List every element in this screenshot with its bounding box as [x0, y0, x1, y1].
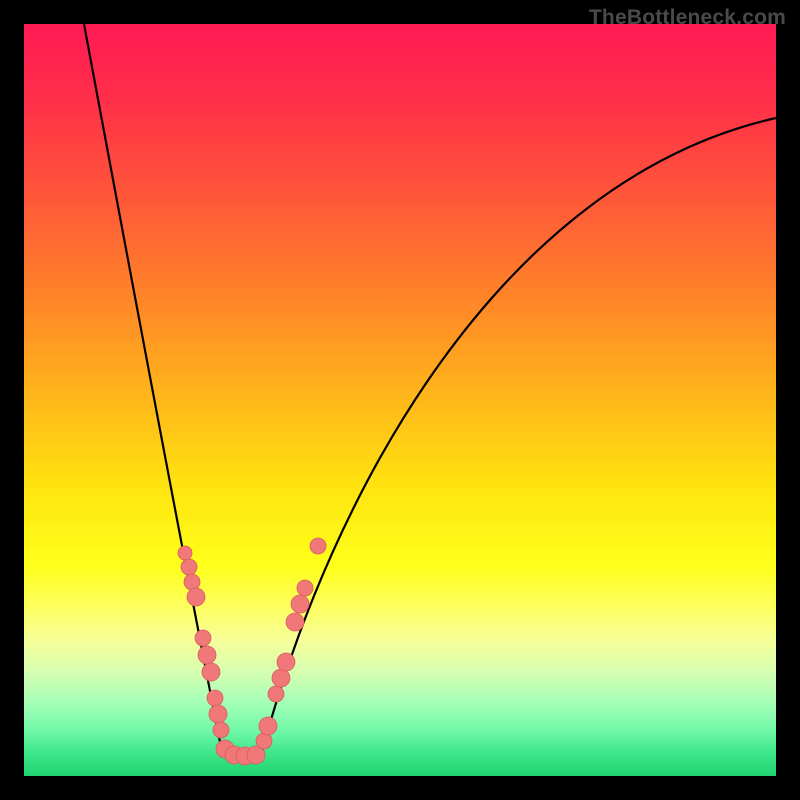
- watermark-label: TheBottleneck.com: [589, 6, 786, 30]
- bottleneck-chart: [0, 0, 800, 800]
- data-marker: [209, 705, 227, 723]
- data-marker: [207, 690, 223, 706]
- data-marker: [268, 686, 284, 702]
- data-marker: [187, 588, 205, 606]
- gradient-background: [24, 24, 776, 776]
- data-marker: [259, 717, 277, 735]
- data-marker: [181, 559, 197, 575]
- data-marker: [277, 653, 295, 671]
- data-marker: [256, 733, 272, 749]
- data-marker: [310, 538, 326, 554]
- data-marker: [195, 630, 211, 646]
- data-marker: [184, 574, 200, 590]
- chart-frame: TheBottleneck.com: [0, 0, 800, 800]
- data-marker: [178, 546, 192, 560]
- data-marker: [202, 663, 220, 681]
- data-marker: [291, 595, 309, 613]
- data-marker: [213, 722, 229, 738]
- data-marker: [198, 646, 216, 664]
- data-marker: [286, 613, 304, 631]
- data-marker: [272, 669, 290, 687]
- data-marker: [297, 580, 313, 596]
